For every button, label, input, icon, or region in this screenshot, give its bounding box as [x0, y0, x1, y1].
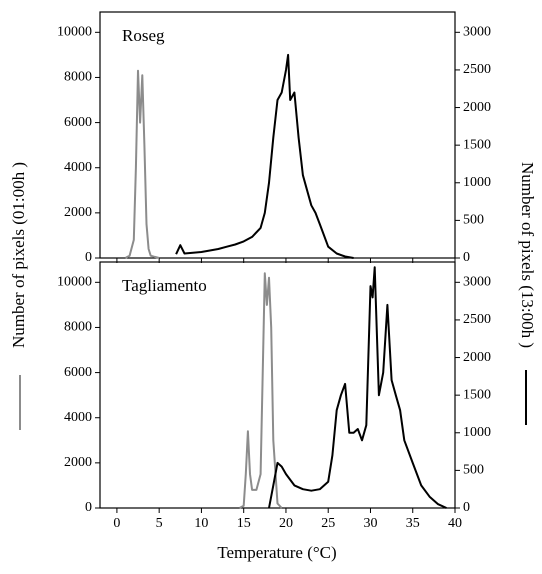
y-tick-label: 6000 [64, 365, 92, 380]
x-tick-label: 0 [113, 516, 120, 531]
y-tick-label: 8000 [64, 70, 92, 85]
y2-tick-label: 0 [463, 500, 470, 515]
data-line [124, 69, 160, 259]
data-line [175, 53, 354, 259]
y2-tick-label: 500 [463, 463, 484, 478]
y-tick-label: 0 [85, 500, 92, 515]
y2-tick-label: 3000 [463, 25, 491, 40]
y-axis-label: Number of pixels (01:00h ) [9, 162, 28, 348]
x-tick-label: 35 [406, 516, 420, 531]
y2-tick-label: 3000 [463, 275, 491, 290]
data-line [239, 272, 283, 509]
y2-tick-label: 2000 [463, 350, 491, 365]
y-tick-label: 10000 [57, 275, 92, 290]
y2-tick-label: 2500 [463, 312, 491, 327]
panel-title: Tagliamento [122, 276, 207, 295]
y2-tick-label: 500 [463, 213, 484, 228]
y-tick-label: 2000 [64, 455, 92, 470]
y2-tick-label: 1500 [463, 137, 491, 152]
x-tick-label: 25 [321, 516, 335, 531]
x-tick-label: 30 [363, 516, 377, 531]
x-tick-label: 5 [156, 516, 163, 531]
x-tick-label: 40 [448, 516, 462, 531]
y2-tick-label: 1000 [463, 175, 491, 190]
plot-frame [99, 261, 456, 509]
y2-tick-label: 2000 [463, 100, 491, 115]
y-tick-label: 2000 [64, 205, 92, 220]
y-tick-label: 8000 [64, 320, 92, 335]
plot-frame [99, 11, 456, 259]
y2-tick-label: 1500 [463, 387, 491, 402]
panel-title: Roseg [122, 26, 165, 45]
y2-tick-label: 0 [463, 250, 470, 265]
y-tick-label: 10000 [57, 25, 92, 40]
y2-tick-label: 2500 [463, 62, 491, 77]
x-axis-label: Temperature (°C) [217, 543, 336, 562]
x-tick-label: 15 [237, 516, 251, 531]
x-tick-label: 10 [194, 516, 208, 531]
y-tick-label: 4000 [64, 410, 92, 425]
x-tick-label: 20 [279, 516, 293, 531]
y-tick-label: 4000 [64, 160, 92, 175]
y2-tick-label: 1000 [463, 425, 491, 440]
data-line [268, 266, 447, 509]
y-tick-label: 6000 [64, 115, 92, 130]
y2-axis-label: Number of pixels (13:00h ) [518, 162, 537, 348]
y-tick-label: 0 [85, 250, 92, 265]
